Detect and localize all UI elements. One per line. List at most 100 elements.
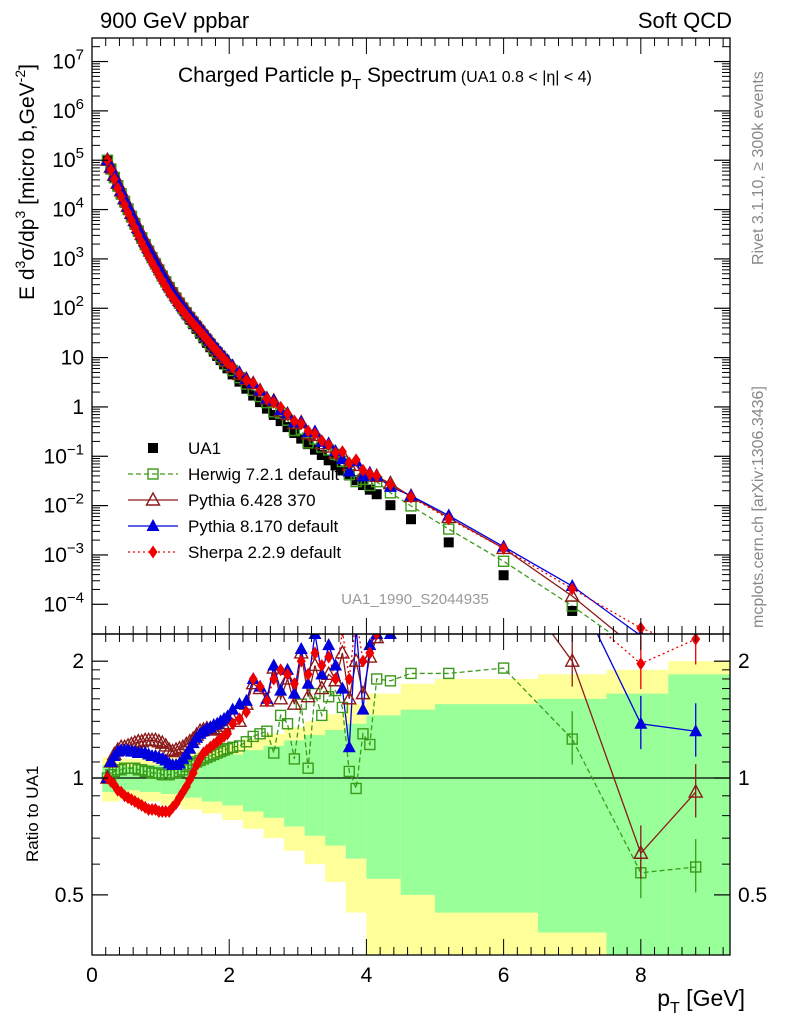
sherpa-ratio-point [303,667,313,681]
herwig-ratio-point [281,718,294,730]
ua1-point [261,403,272,414]
y-tick-label: 103 [52,244,84,271]
pythia6-ratio-point [147,731,164,747]
sherpa-point [241,373,251,387]
uncertainty-bands [92,661,730,955]
ua1-point [303,439,314,450]
sherpa-ratio-point [358,654,368,668]
herwig-ratio-point [261,725,273,737]
legend-label: UA1 [188,439,221,458]
y-tick-label: 107 [52,47,84,74]
sherpa-point [120,198,130,212]
herwig-ratio-point [288,753,301,765]
pythia8-ratio-point [226,702,240,715]
herwig-point [443,523,455,535]
sherpa-ratio-point [241,705,251,719]
analysis-watermark: UA1_1990_S2044935 [341,591,489,608]
ratio-tick-label: 1 [72,767,84,790]
pythia6-ratio-point [279,670,296,685]
pythia8-ratio-point [329,658,343,671]
sherpa-ratio-point [317,658,327,672]
ua1-point [275,416,286,427]
herwig-ratio-point [322,691,335,703]
ua1-point [406,514,416,525]
herwig-point [364,479,376,492]
header-right: Soft QCD [638,8,732,33]
ratio-tick-label-right: 2 [738,650,750,673]
pythia8-ratio-point [104,754,118,767]
sherpa-ratio-point [296,654,306,668]
x-tick-label: 2 [223,964,235,987]
herwig-ratio-point [566,733,578,745]
pythia8-ratio-point [274,683,288,696]
pythia6-ratio-point [314,680,330,695]
sherpa-point [289,414,299,428]
ua1-point [234,376,245,387]
x-axis-label: pT [GeV] [657,985,745,1017]
sherpa-ratio-point [262,694,272,708]
sherpa-ratio-point [234,712,244,726]
pythia8-ratio-point [342,740,356,753]
herwig-ratio-point [336,701,349,714]
pythia8-ratio-point [350,620,363,632]
sherpa-point [248,376,258,390]
pythia6-ratio-point [321,665,337,681]
green-band [242,750,264,812]
pythia6-ratio-point [564,652,580,667]
pythia6-ratio-point [633,844,649,859]
herwig-ratio-point [350,782,362,795]
ua1-point [282,422,293,433]
pythia8-ratio-point [220,709,234,722]
herwig-ratio-point [405,667,417,680]
sherpa-ratio-point [228,717,238,731]
herwig-ratio-point [343,765,355,778]
ua1-point [498,570,509,581]
herwig-point [497,555,510,567]
sherpa-ratio-point [365,646,375,660]
sherpa-point [365,467,375,481]
ratio-tick-label: 2 [72,650,84,673]
green-band [222,754,243,806]
sherpa-ratio-point [222,727,232,741]
sherpa-point [269,395,279,409]
sherpa-point [113,181,123,195]
sherpa-point [331,446,341,460]
pythia8-ratio-point [308,634,322,639]
herwig-ratio-point [497,662,510,674]
sherpa-point [406,490,416,504]
green-band [201,757,223,802]
ua1-point [351,475,362,486]
sherpa-ratio-point [340,634,345,637]
pythia6-ratio-point [151,733,167,748]
ua1-point [323,455,334,466]
sherpa-ratio-point [255,680,265,694]
legend-marker [146,519,160,531]
sherpa-point [255,384,265,398]
sherpa-point [283,407,293,421]
x-tick-label: 4 [361,964,373,987]
y-tick-label: 10−4 [44,589,84,616]
herwig-ratio-point [274,709,287,722]
herwig-ratio-point [247,730,259,743]
pythia8-ratio-point [442,560,455,572]
ua1-point [227,369,238,380]
pythia6-ratio-point [164,743,181,758]
pythia8-ratio-point [294,641,308,654]
sherpa-point [372,469,382,483]
green-band [400,709,436,895]
ratio-axis-label: Ratio to UA1 [23,766,42,862]
y-tick-label: 10−3 [44,540,84,567]
sherpa-point [303,424,313,438]
pythia8-ratio-point [356,702,370,715]
pythia8-line [106,159,640,634]
herwig-ratio-point [316,709,328,722]
sherpa-point [385,478,395,492]
ua1-point [289,427,300,438]
sherpa-point [358,463,368,477]
ua1-point [330,460,341,471]
pythia8-ratio-point [689,724,703,737]
legend-marker [145,491,161,506]
sherpa-ratio-point [276,663,286,677]
legend-marker [148,443,158,453]
